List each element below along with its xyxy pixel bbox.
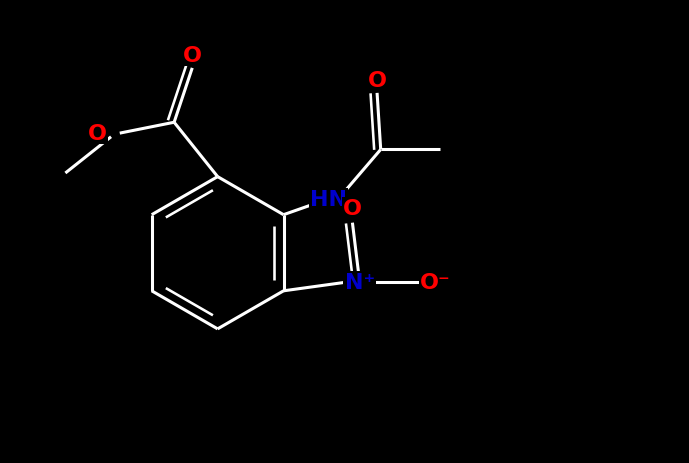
Text: N⁺: N⁺ [344,273,375,293]
Text: O: O [183,46,202,66]
Text: O: O [88,124,107,144]
Text: O⁻: O⁻ [420,273,451,293]
Text: O: O [343,199,362,219]
Text: O: O [367,71,387,91]
Text: HN: HN [310,189,347,209]
